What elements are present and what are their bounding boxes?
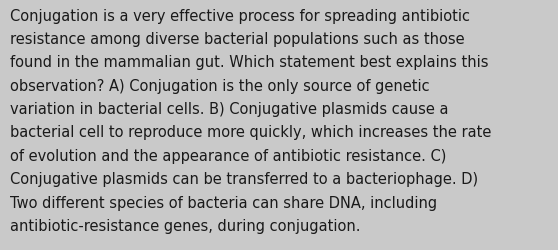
Text: Conjugative plasmids can be transferred to a bacteriophage. D): Conjugative plasmids can be transferred … — [10, 172, 478, 186]
Text: variation in bacterial cells. B) Conjugative plasmids cause a: variation in bacterial cells. B) Conjuga… — [10, 102, 449, 117]
Text: found in the mammalian gut. Which statement best explains this: found in the mammalian gut. Which statem… — [10, 55, 489, 70]
Text: observation? A) Conjugation is the only source of genetic: observation? A) Conjugation is the only … — [10, 78, 430, 94]
Text: of evolution and the appearance of antibiotic resistance. C): of evolution and the appearance of antib… — [10, 148, 446, 163]
Text: Two different species of bacteria can share DNA, including: Two different species of bacteria can sh… — [10, 195, 437, 210]
Text: bacterial cell to reproduce more quickly, which increases the rate: bacterial cell to reproduce more quickly… — [10, 125, 492, 140]
Text: Conjugation is a very effective process for spreading antibiotic: Conjugation is a very effective process … — [10, 9, 470, 24]
Text: antibiotic-resistance genes, during conjugation.: antibiotic-resistance genes, during conj… — [10, 218, 360, 233]
Text: resistance among diverse bacterial populations such as those: resistance among diverse bacterial popul… — [10, 32, 465, 47]
